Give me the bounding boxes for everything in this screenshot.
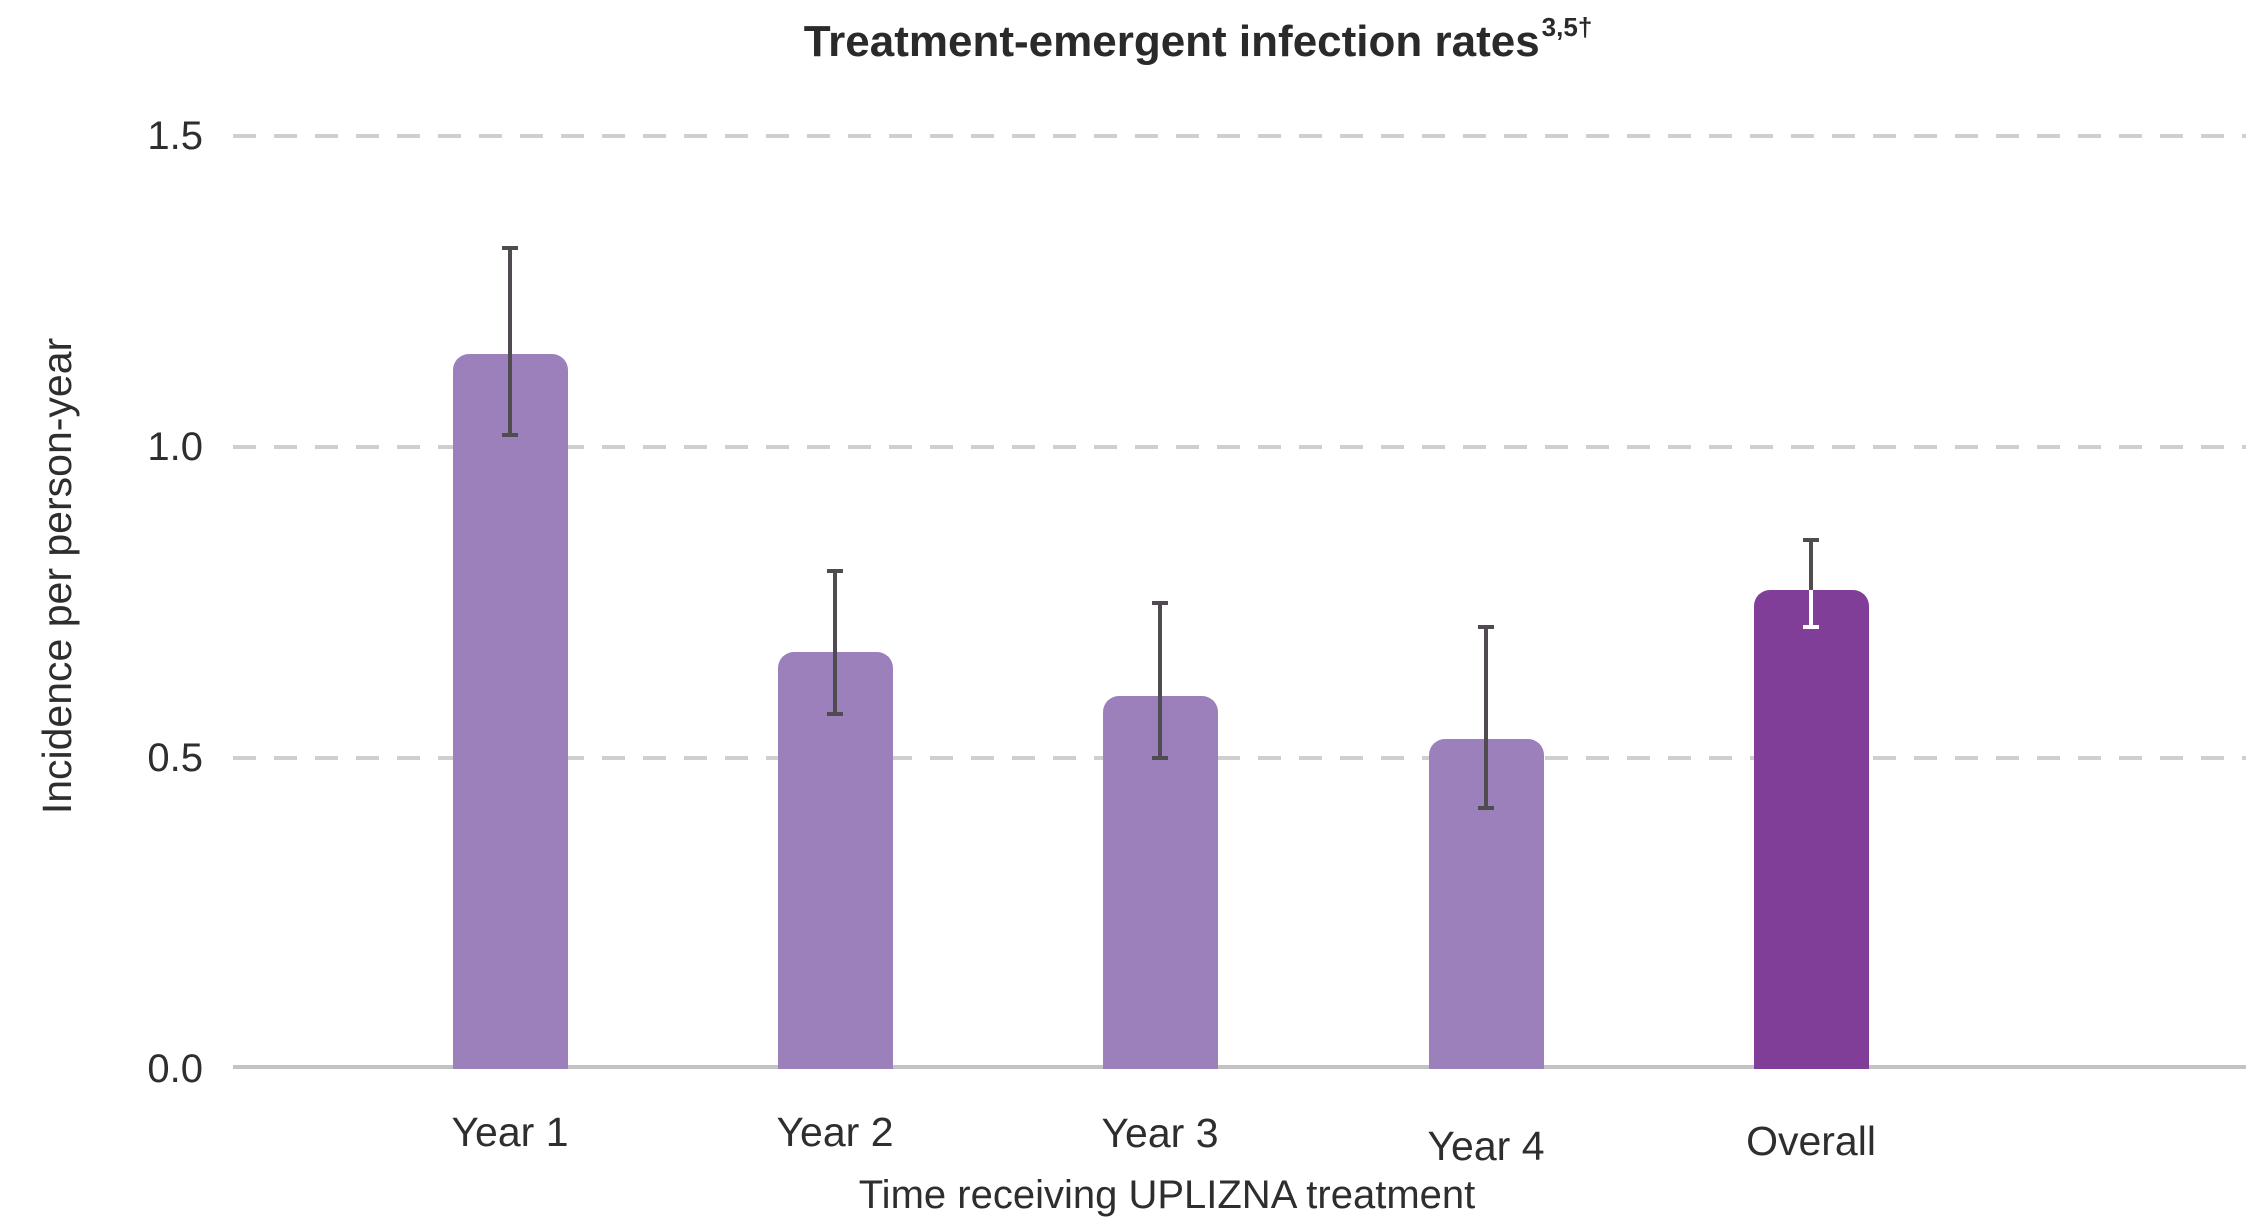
y-tick-label: 1.5 — [147, 114, 203, 158]
error-bar-cap-top — [1803, 538, 1819, 543]
x-axis-label: Time receiving UPLIZNA treatment — [858, 1173, 1476, 1217]
error-bar-cap-top — [827, 569, 843, 574]
category-label-year-3: Year 3 — [1101, 1110, 1219, 1156]
chart-title: Treatment-emergent infection rates3,5† — [398, 12, 1998, 69]
error-bar-whisker — [508, 247, 512, 435]
bar-overall — [1753, 590, 1869, 1069]
error-bar-whisker — [1809, 540, 1813, 591]
error-bar-cap-bottom — [502, 432, 518, 437]
gridline — [233, 134, 2246, 138]
category-label-year-1: Year 1 — [451, 1109, 569, 1155]
category-label-overall: Overall — [1746, 1118, 1876, 1164]
gridline — [233, 756, 2246, 760]
error-bar-whisker — [1809, 590, 1813, 628]
error-bar-cap-top — [1152, 600, 1168, 605]
error-bar-cap-top — [1478, 625, 1494, 630]
error-bar-cap-bottom — [1152, 756, 1168, 760]
error-bar-cap-bottom — [1478, 805, 1494, 810]
gridline — [233, 445, 2246, 449]
error-bar-whisker — [1484, 627, 1488, 808]
error-bar-whisker — [833, 571, 837, 715]
chart-title-text: Treatment-emergent infection rates — [803, 17, 1540, 66]
bar-year-1 — [452, 353, 568, 1069]
category-label-year-4: Year 4 — [1427, 1123, 1545, 1169]
error-bar-cap-bottom — [827, 712, 843, 717]
y-tick-label: 0.5 — [147, 736, 203, 780]
chart-title-superscript: 3,5† — [1541, 12, 1593, 43]
error-bar-cap-bottom — [1803, 625, 1819, 630]
y-tick-label: 0.0 — [147, 1047, 203, 1091]
x-axis-line — [233, 1065, 2246, 1069]
bar-year-2 — [777, 652, 893, 1069]
error-bar-cap-top — [502, 245, 518, 250]
y-tick-label: 1.0 — [147, 425, 203, 469]
category-label-year-2: Year 2 — [776, 1109, 894, 1155]
error-bar-whisker — [1158, 602, 1162, 758]
